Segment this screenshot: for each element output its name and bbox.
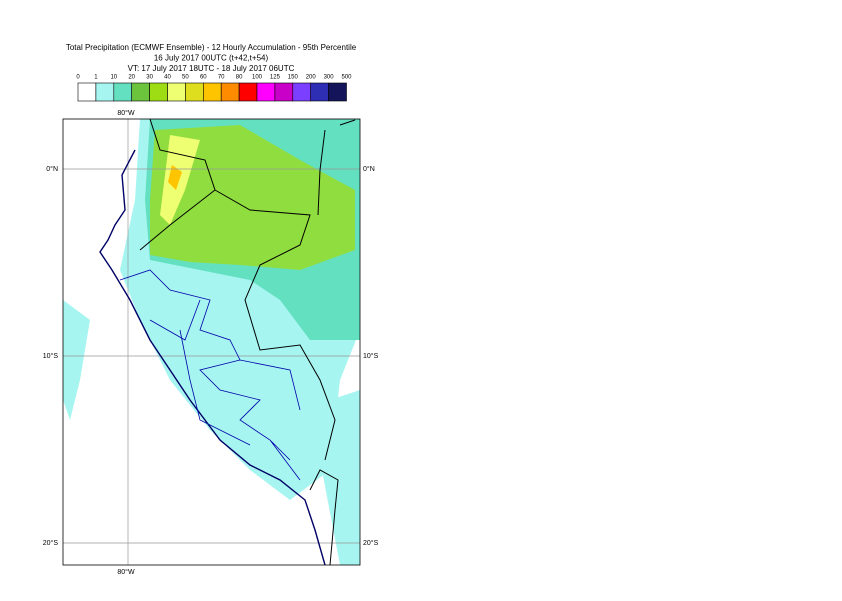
legend-label: 40 xyxy=(164,75,171,81)
precip-orange xyxy=(168,165,182,190)
legend-label: 300 xyxy=(324,75,335,81)
legend-swatch xyxy=(310,82,329,102)
title-line: 16 July 2017 00UTC (t+42,t+54) xyxy=(154,54,269,63)
precip-yellow xyxy=(160,135,200,225)
legend-swatch xyxy=(113,82,133,102)
lat-label: 10°S xyxy=(363,352,379,360)
title-line: Total Precipitation (ECMWF Ensemble) - 1… xyxy=(66,43,357,52)
legend-label: 80 xyxy=(236,75,243,81)
lat-label: 10°S xyxy=(43,352,59,360)
legend-swatch xyxy=(185,82,204,102)
legend-swatch xyxy=(167,82,186,102)
borders xyxy=(139,119,356,565)
lat-label: 0°N xyxy=(46,165,58,173)
legend-label: 1 xyxy=(94,75,98,81)
legend-label: 0 xyxy=(76,75,80,81)
legend-label: 500 xyxy=(341,75,352,81)
legend-swatch xyxy=(292,82,311,102)
coastline xyxy=(99,149,326,565)
lat-label: 20°S xyxy=(43,539,59,547)
legend-label: 200 xyxy=(306,75,317,81)
map-frame xyxy=(62,118,361,566)
legend-label: 100 xyxy=(252,75,263,81)
title-line: VT: 17 July 2017 18UTC - 18 July 2017 06… xyxy=(128,64,295,73)
legend-label: 60 xyxy=(200,75,207,81)
legend-swatch xyxy=(203,82,222,102)
lat-label: 20°S xyxy=(363,539,379,547)
legend-label: 10 xyxy=(110,75,117,81)
regional-borders xyxy=(119,269,301,481)
legend-label: 125 xyxy=(270,75,281,81)
legend-swatch xyxy=(328,82,347,102)
lon-label: 80°W xyxy=(117,568,135,576)
legend-swatch xyxy=(77,82,97,102)
legend-swatch xyxy=(256,82,276,102)
lat-label: 0°N xyxy=(363,165,375,173)
legend-label: 70 xyxy=(218,75,225,81)
legend-swatch xyxy=(95,82,115,102)
legend-label: 20 xyxy=(128,75,135,81)
legend-swatch xyxy=(238,82,258,102)
legend-label: 30 xyxy=(146,75,153,81)
legend-label: 150 xyxy=(288,75,299,81)
legend-swatch xyxy=(274,82,294,102)
map xyxy=(63,119,360,565)
legend-swatch xyxy=(220,82,240,102)
lon-label: 80°W xyxy=(117,109,135,117)
legend-swatch xyxy=(149,82,168,102)
legend-label: 50 xyxy=(182,75,189,81)
legend-swatch xyxy=(131,82,150,102)
